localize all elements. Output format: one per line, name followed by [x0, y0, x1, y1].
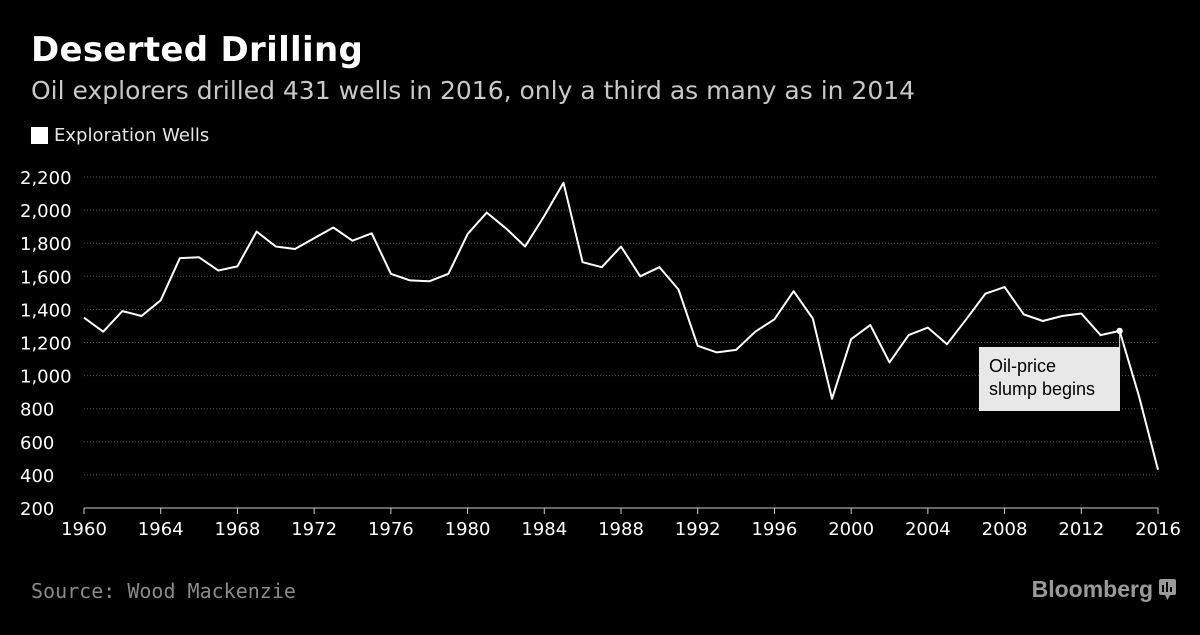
line-chart: 200 400 600 800 1,000 1,200 1,400 1,600 1,800 2,0…: [20, 168, 1181, 540]
x-tick-label: 1976: [368, 519, 414, 540]
source-note: Source: Wood Mackenzie: [31, 579, 296, 603]
x-tick-label: 2012: [1058, 519, 1104, 540]
x-tick-label: 1996: [752, 519, 798, 540]
chart-subtitle: Oil explorers drilled 431 wells in 2016,…: [31, 76, 916, 105]
x-tick-label: 1972: [291, 519, 337, 540]
legend-label: Exploration Wells: [54, 124, 210, 146]
series-layer: [83, 181, 1159, 471]
y-tick-label: 1,000: [20, 367, 72, 388]
y-tick-label: 1,400: [20, 300, 72, 321]
x-tick-label: 1984: [521, 519, 567, 540]
brand-logo: Bloomberg: [1032, 576, 1176, 603]
y-tick-label: 1,800: [20, 234, 72, 255]
x-tick-label: 1980: [445, 519, 491, 540]
x-tick-label: 2008: [982, 519, 1028, 540]
x-tick-label: 1964: [138, 519, 184, 540]
legend-swatch: [31, 126, 48, 144]
chart-title: Deserted Drilling: [31, 30, 364, 70]
x-tick-label: 1968: [215, 519, 261, 540]
y-tick-label: 400: [20, 466, 54, 487]
annotation-line-2: slump begins: [989, 379, 1096, 399]
y-tick-label: 2,000: [20, 201, 72, 222]
annotation-line-1: Oil-price: [989, 356, 1057, 376]
y-tick-label: 800: [20, 400, 54, 421]
y-tick-label: 200: [20, 499, 54, 520]
x-tick-label: 2016: [1135, 519, 1181, 540]
y-axis: 200 400 600 800 1,000 1,200 1,400 1,600 1,800 2,0…: [20, 168, 72, 520]
legend: Exploration Wells: [31, 124, 209, 146]
brand-name: Bloomberg: [1031, 576, 1153, 602]
x-tick-label: 1988: [598, 519, 644, 540]
x-tick-label: 1992: [675, 519, 721, 540]
annotation-box: Oil-price slump begins: [979, 347, 1120, 411]
series-line-exploration-wells: [83, 181, 1159, 471]
x-tick-label: 2000: [828, 519, 874, 540]
x-tick-label: 1960: [61, 519, 107, 540]
x-axis: 1960 1964 1968 1972 1976 1980 1984 1988 1992 1996…: [61, 507, 1181, 540]
y-tick-label: 1,200: [20, 334, 72, 355]
y-tick-label: 2,200: [20, 168, 72, 189]
annotation-point: [1116, 327, 1123, 335]
y-tick-label: 1,600: [20, 267, 72, 288]
bloomberg-terminal-icon: [1159, 579, 1176, 600]
x-tick-label: 2004: [905, 519, 951, 540]
grid-layer: [84, 176, 1158, 476]
y-tick-label: 600: [20, 433, 54, 454]
